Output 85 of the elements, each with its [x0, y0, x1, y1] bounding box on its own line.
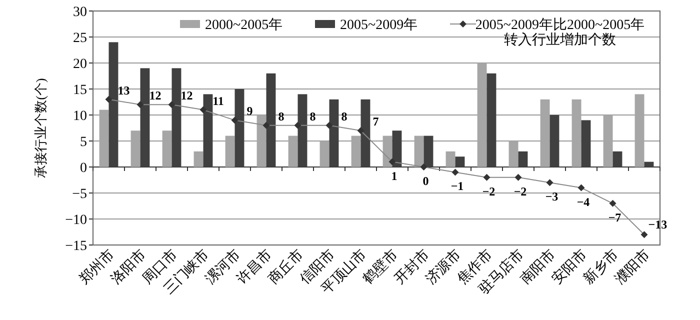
bar [382, 136, 392, 167]
bar [256, 115, 266, 167]
y-tick-label: −10 [65, 213, 87, 228]
bar [234, 89, 244, 167]
point [294, 122, 302, 129]
bar [320, 141, 330, 167]
point [514, 174, 522, 181]
bar [446, 151, 456, 167]
y-tick-label: 15 [73, 83, 87, 98]
data-label: 1 [391, 168, 398, 183]
data-label: 9 [246, 104, 253, 118]
bar [203, 94, 213, 167]
point [262, 122, 270, 129]
point [388, 158, 396, 166]
bar [360, 99, 370, 167]
point [200, 106, 207, 114]
bar [477, 63, 487, 167]
point [168, 101, 176, 108]
bar [108, 42, 118, 167]
point [640, 231, 648, 238]
point [578, 184, 585, 192]
data-label: −4 [576, 194, 590, 209]
bar [550, 115, 560, 167]
data-label: 8 [310, 109, 316, 124]
data-label: 13 [118, 83, 130, 98]
data-label: −7 [608, 210, 622, 224]
point [609, 200, 616, 207]
bar [140, 68, 150, 167]
point [546, 179, 554, 186]
bar [486, 73, 496, 167]
y-tick-label: 20 [73, 57, 87, 72]
bar [392, 130, 402, 167]
point [483, 174, 490, 181]
bar [298, 94, 308, 167]
bar [644, 162, 654, 167]
y-tick-label: 10 [73, 109, 87, 124]
point [420, 164, 428, 170]
bar [162, 130, 172, 167]
point [357, 127, 364, 134]
y-tick-label: −15 [65, 239, 87, 254]
bar [172, 68, 182, 167]
legend-label: 2005~2009年 [340, 17, 418, 33]
bar [99, 110, 109, 167]
data-label: −2 [482, 184, 496, 198]
data-label: 11 [212, 94, 224, 108]
y-axis-title: 承接行业个数(个) [33, 78, 48, 178]
bar [351, 136, 361, 167]
point [136, 101, 144, 108]
bar [266, 73, 276, 167]
data-label: −2 [514, 184, 527, 198]
bar [572, 99, 582, 167]
bar [225, 136, 235, 167]
bar [518, 151, 528, 167]
bar [329, 99, 339, 167]
y-tick-label: 30 [73, 5, 87, 20]
data-label: −3 [545, 190, 558, 204]
point [105, 96, 112, 103]
bar [288, 136, 298, 167]
bar [130, 130, 140, 167]
data-label: 12 [149, 88, 162, 103]
y-tick-label: −5 [72, 187, 87, 202]
bar [508, 141, 518, 167]
point [231, 116, 238, 124]
legend-label: 2005~2009年比2000~2005年转入行业增加个数 [475, 17, 645, 48]
legend-label: 2000~2005年 [205, 17, 283, 33]
bar [603, 115, 613, 167]
y-tick-label: 5 [80, 135, 87, 150]
data-label: 8 [278, 109, 284, 124]
bar [194, 151, 204, 167]
y-tick-label: 25 [73, 31, 87, 46]
data-label: 8 [341, 109, 348, 124]
y-tick-label: 0 [80, 161, 87, 176]
data-label: 0 [422, 174, 429, 188]
bar [455, 156, 465, 167]
bar [581, 120, 591, 167]
data-label: 7 [372, 114, 379, 129]
bar [612, 151, 622, 167]
point [326, 122, 333, 129]
bar [540, 99, 550, 167]
data-label: −1 [450, 179, 464, 194]
point [452, 168, 459, 176]
data-label: 12 [180, 88, 193, 103]
bar [414, 136, 424, 167]
bar [424, 136, 434, 167]
bar [634, 94, 644, 167]
